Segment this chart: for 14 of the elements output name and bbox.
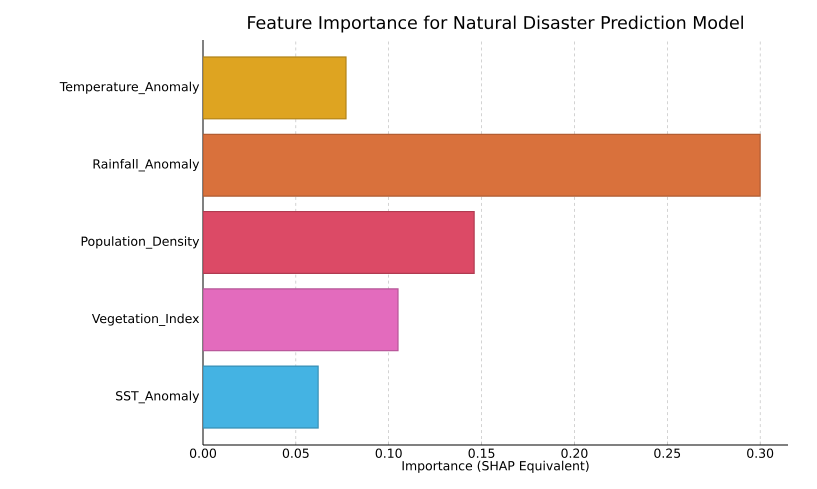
- x-axis-title: Importance (SHAP Equivalent): [402, 460, 589, 473]
- y-tick-label: Temperature_Anomaly: [60, 82, 200, 94]
- x-tick-label: 0.00: [190, 448, 216, 458]
- x-tick-label: 0.20: [561, 448, 588, 458]
- y-tick-label: Population_Density: [82, 236, 200, 249]
- chart-title: Feature Importance for Natural Disaster Prediction Model: [248, 16, 743, 32]
- y-tick-label: Vegetation_Index: [92, 314, 200, 326]
- x-tick-label: 0.10: [376, 448, 402, 458]
- x-tick-label: 0.15: [468, 448, 494, 458]
- x-tick-label: 0.30: [747, 448, 774, 458]
- y-tick-label: SST_Anomaly: [116, 390, 200, 404]
- x-tick-label: 0.05: [282, 448, 309, 458]
- x-tick-label: 0.25: [654, 448, 680, 458]
- y-tick-label: Rainfall_Anomaly: [94, 158, 200, 172]
